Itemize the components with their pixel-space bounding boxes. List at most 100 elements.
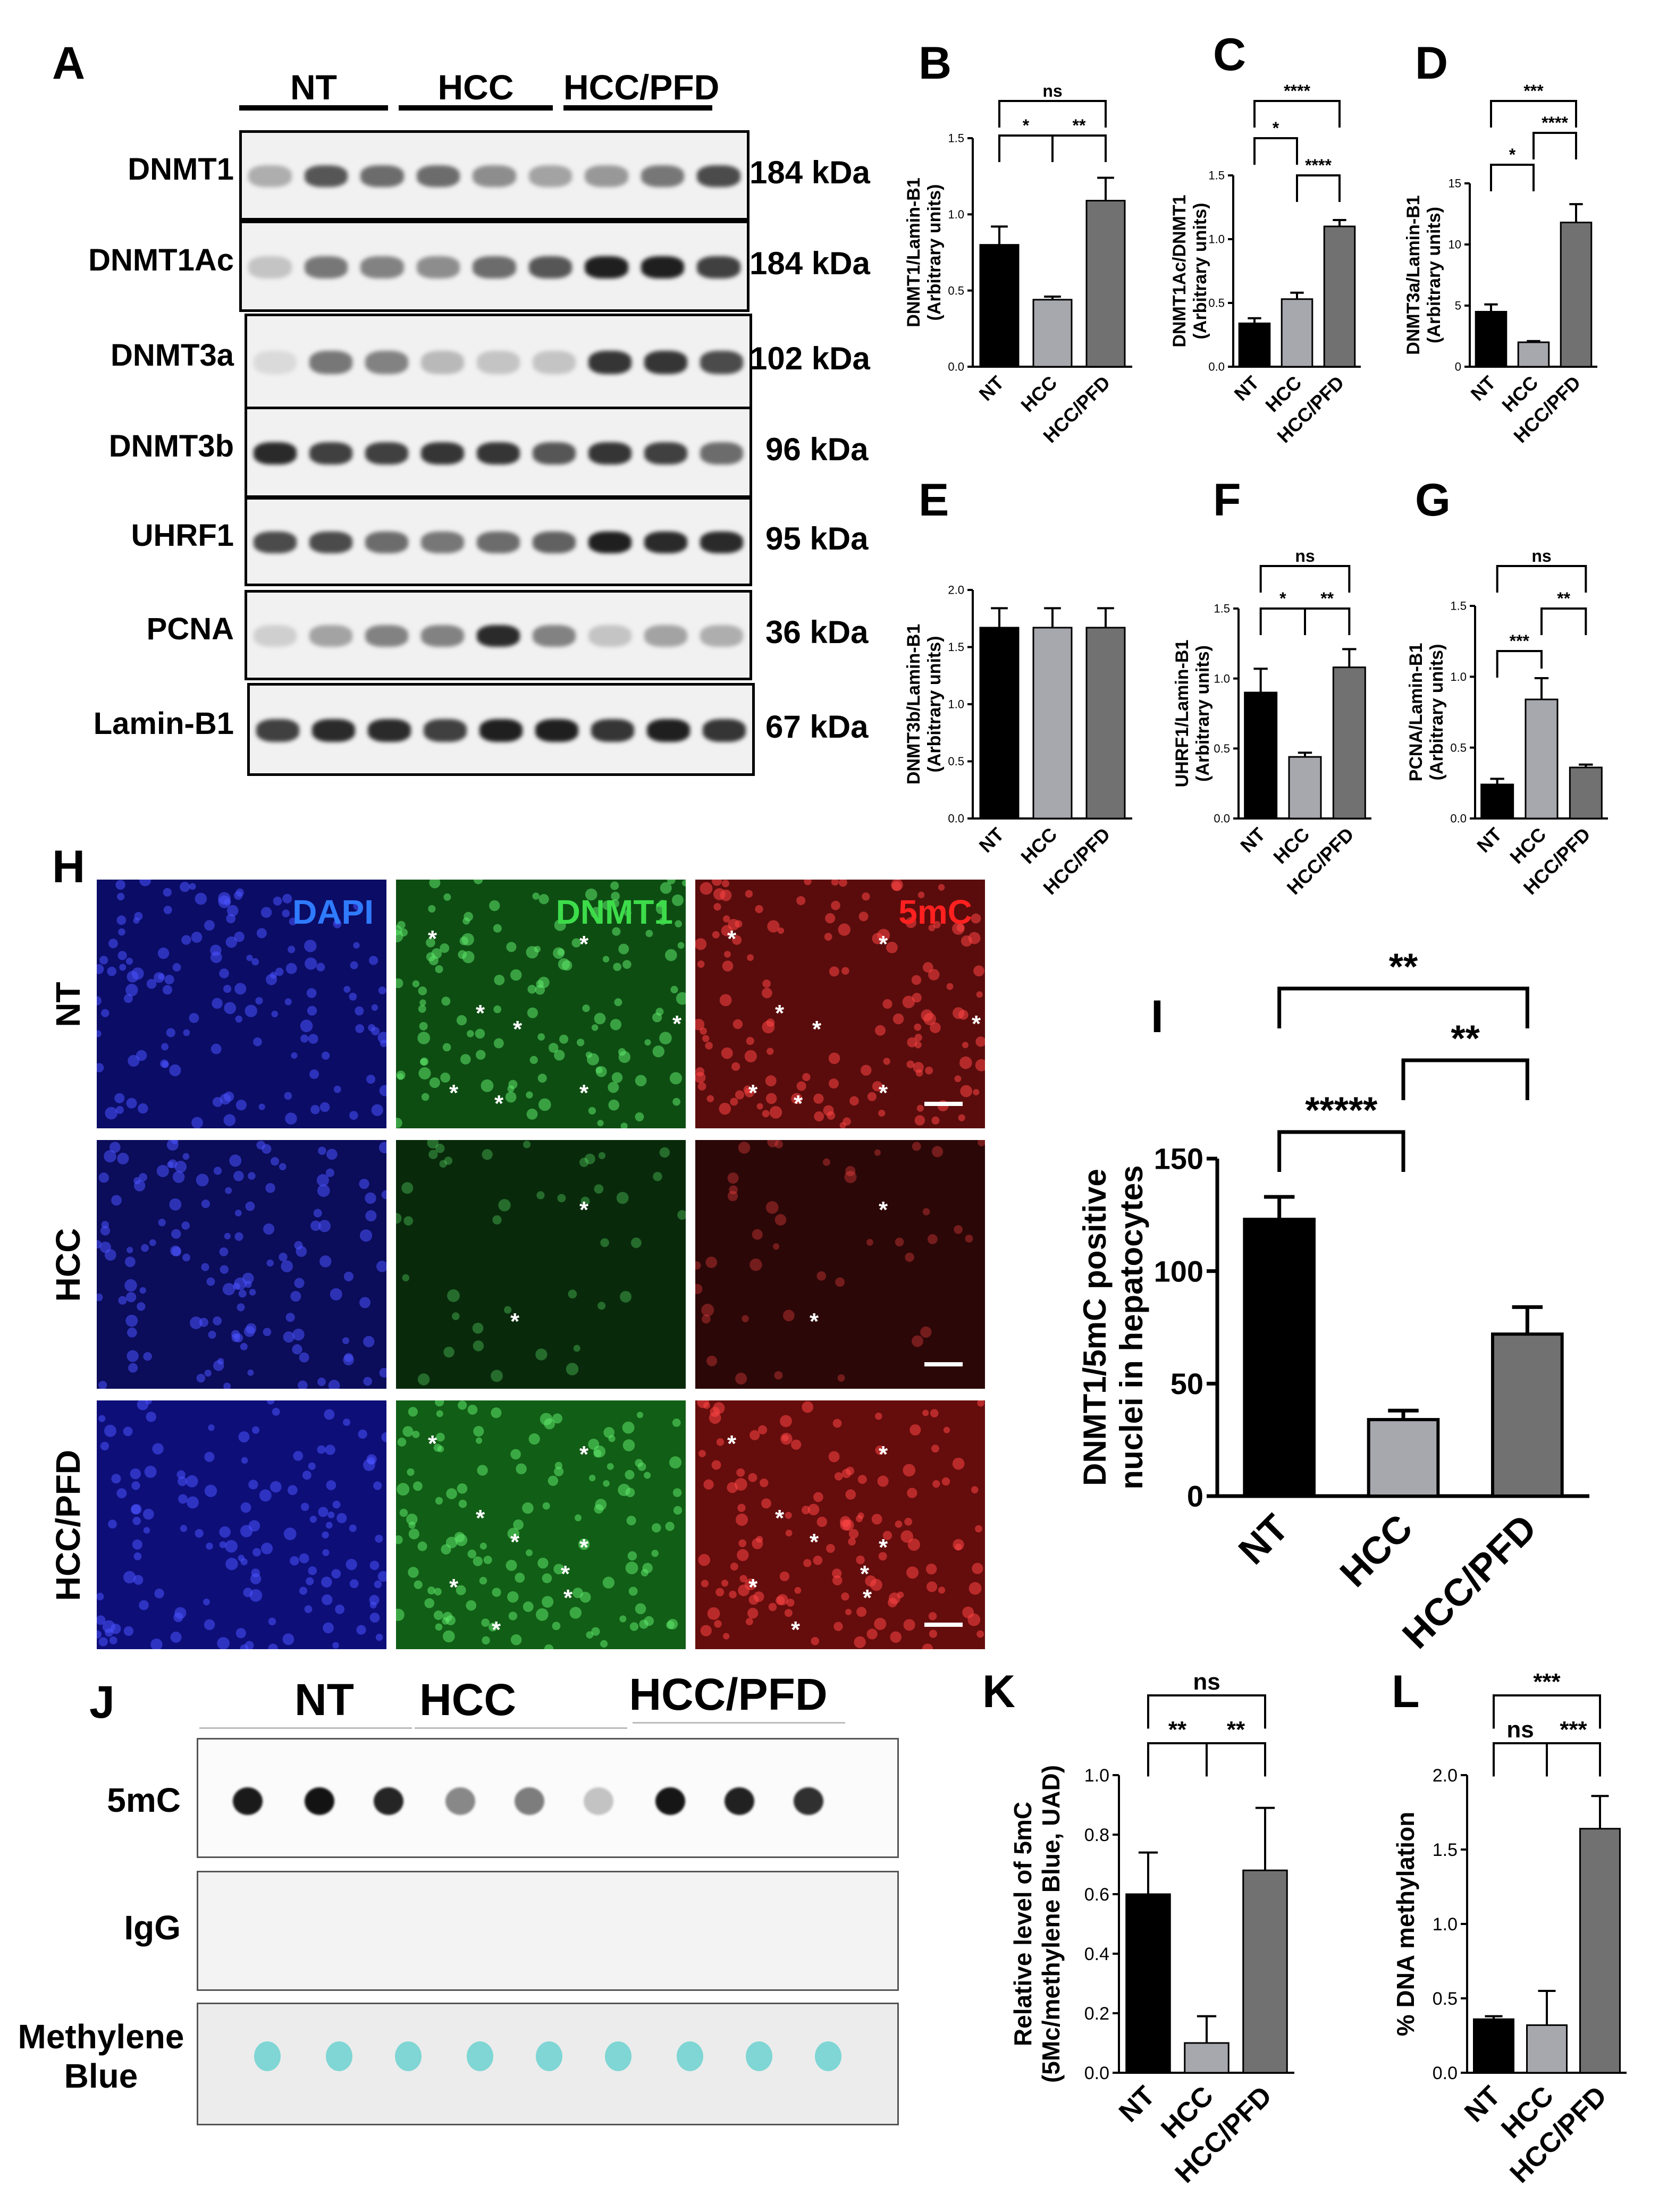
if-star-marker: *: [810, 1308, 819, 1335]
nucleus: [290, 1291, 301, 1302]
nucleus: [333, 919, 342, 928]
nucleus: [532, 892, 540, 900]
y-tick-label: 1.0: [1214, 672, 1230, 685]
nucleus: [325, 1445, 335, 1455]
nucleus: [697, 1082, 706, 1091]
nucleus: [233, 1170, 244, 1181]
bar-nt: [1473, 2018, 1514, 2074]
nucleus: [431, 948, 442, 959]
nucleus: [445, 1536, 458, 1549]
if-image-hcc-dapi: [97, 1140, 386, 1389]
nucleus: [578, 1538, 590, 1550]
nucleus: [342, 1337, 350, 1345]
nucleus: [97, 1063, 104, 1073]
significance-bracket: [1206, 1742, 1266, 1777]
blot-band: [309, 442, 352, 465]
nucleus: [328, 1380, 340, 1389]
nucleus: [127, 1327, 137, 1338]
nucleus: [213, 1316, 222, 1325]
if-star-marker: *: [428, 1431, 437, 1457]
nucleus: [459, 936, 469, 945]
blot-band: [309, 624, 352, 647]
nucleus: [443, 893, 451, 901]
nucleus: [736, 1468, 745, 1477]
nucleus: [105, 1107, 118, 1120]
nucleus: [875, 1025, 886, 1036]
nucleus: [309, 1515, 317, 1523]
nucleus: [785, 1512, 792, 1519]
nucleus: [959, 1056, 972, 1069]
nucleus: [126, 1097, 137, 1109]
nucleus: [930, 1409, 939, 1417]
nucleus: [803, 1559, 812, 1567]
nucleus: [636, 1412, 644, 1419]
blot-band: [641, 165, 685, 188]
dot-blot-methylene-membrane: [197, 2003, 899, 2125]
nucleus: [429, 1077, 440, 1088]
if-star-marker: *: [879, 1197, 888, 1223]
nucleus: [168, 1159, 178, 1169]
significance-bracket: [1546, 1742, 1601, 1777]
y-tick-label: 0.0: [1450, 812, 1467, 825]
nucleus: [418, 1004, 426, 1013]
nucleus: [925, 1066, 933, 1075]
nucleus: [628, 1586, 638, 1596]
nucleus: [977, 1400, 984, 1407]
nucleus: [287, 1485, 298, 1496]
nucleus: [268, 1643, 278, 1649]
y-tick-label: 0.5: [1214, 742, 1230, 755]
nucleus: [849, 1096, 859, 1106]
nucleus: [125, 984, 138, 997]
dot-methylene-blue: [677, 2041, 703, 2071]
nucleus: [349, 1111, 358, 1120]
blot-band: [533, 350, 576, 374]
nucleus: [139, 1173, 147, 1182]
nucleus: [331, 1569, 341, 1579]
nucleus: [462, 951, 475, 964]
dot-5mc: [655, 1787, 685, 1815]
nucleus: [493, 1038, 504, 1049]
significance-label: *****: [1305, 1090, 1378, 1131]
if-star-marker: *: [791, 1617, 801, 1643]
nucleus: [544, 1644, 554, 1649]
nucleus: [397, 1483, 410, 1496]
nucleus: [428, 1150, 438, 1159]
nucleus: [223, 1382, 231, 1389]
nucleus: [834, 1472, 843, 1481]
nucleus: [238, 1431, 250, 1443]
blot-band: [254, 350, 297, 374]
nucleus: [321, 1051, 330, 1060]
nucleus: [745, 1618, 753, 1626]
nucleus: [698, 1554, 711, 1566]
nucleus: [157, 947, 170, 959]
blot-kda-uhrf1: 95 kDa: [765, 521, 869, 556]
blot-band: [304, 256, 348, 278]
nucleus: [473, 1425, 484, 1437]
nucleus: [270, 972, 277, 979]
nucleus: [365, 1210, 377, 1222]
blot-dnmt3a: [245, 314, 752, 409]
nucleus: [116, 1488, 127, 1499]
nucleus: [922, 962, 933, 973]
nucleus: [844, 1171, 857, 1184]
nucleus: [367, 1457, 375, 1465]
significance-bracket: [1490, 164, 1535, 191]
nucleus: [111, 1195, 122, 1206]
nucleus: [855, 1515, 863, 1522]
blot-group-hccpfd-line: [563, 105, 712, 111]
nucleus: [672, 1097, 681, 1106]
nucleus: [622, 1421, 635, 1434]
y-axis-label: DNMT3a/Lamin-B1: [1403, 195, 1424, 354]
nucleus: [651, 1549, 659, 1557]
nucleus: [715, 1588, 725, 1597]
nucleus: [294, 1278, 305, 1288]
category-label: NT: [1467, 372, 1500, 405]
nucleus: [920, 1326, 932, 1338]
blot-band: [360, 165, 404, 188]
nucleus: [938, 884, 945, 891]
nucleus: [446, 1488, 457, 1499]
blot-band: [365, 624, 408, 647]
nucleus: [554, 1050, 565, 1061]
nucleus: [886, 941, 898, 953]
